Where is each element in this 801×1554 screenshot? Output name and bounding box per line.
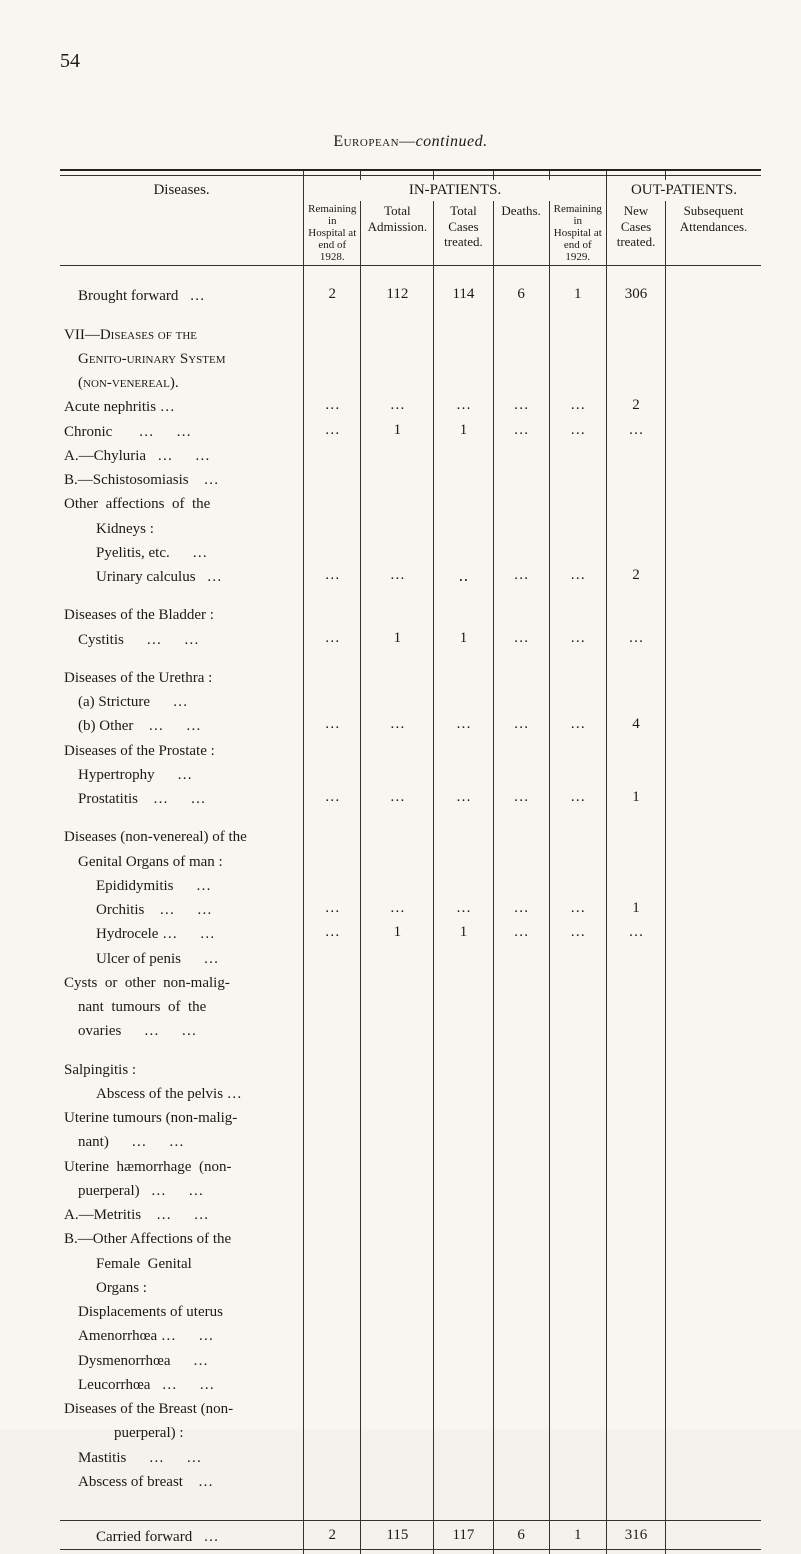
table-row: nant) … … [60,1130,761,1154]
table-row: Diseases of the Urethra : [60,666,761,690]
table-row: (a) Stricture … [60,690,761,714]
table-row: Uterine hæmorrhage (non- [60,1155,761,1179]
table-row: nant tumours of the [60,995,761,1019]
page-number: 54 [60,50,761,73]
table-row: Acute nephritis … … … … … … 2 [60,395,761,419]
table-row: Diseases (non-venereal) of the [60,825,761,849]
table-row: (b) Other … … … … … … … 4 [60,714,761,738]
table-row: ovaries … … [60,1019,761,1043]
table-row: Epididymitis … [60,874,761,898]
section-title-main: European [333,133,399,150]
table-row: puerperal) … … [60,1179,761,1203]
col-group-outpatients: OUT-PATIENTS. [606,180,761,201]
table-row: Ulcer of penis … [60,947,761,971]
section-title: European—continued. [60,133,761,151]
table-row: Diseases of the Breast (non- [60,1397,761,1421]
table-row: puerperal) : [60,1421,761,1445]
table-row: Chronic … … … 1 1 … … … [60,420,761,444]
table-row: Prostatitis … … … … … … … 1 [60,787,761,811]
table-row: Pyelitis, etc. … [60,541,761,565]
table-row: VII—Diseases of the [60,323,761,347]
table-row: A.—Metritis … … [60,1203,761,1227]
table-row: Genito-urinary System [60,347,761,371]
col-subsequent: Subsequent Attendances. [666,201,761,266]
table-row: Female Genital [60,1252,761,1276]
col-deaths: Deaths. [493,201,549,266]
col-total-admission: Total Admission. [361,201,434,266]
table-row: Cysts or other non-malig- [60,971,761,995]
col-total-cases: Total Cases treated. [434,201,493,266]
col-diseases: Diseases. [60,180,304,266]
table-row: Abscess of the pelvis … [60,1082,761,1106]
table-row: Hydrocele … … … 1 1 … … … [60,922,761,946]
table-row: B.—Other Affections of the [60,1227,761,1251]
table-row: Orchitis … … … … … … … 1 [60,898,761,922]
table-row: Kidneys : [60,517,761,541]
col-remaining-1928: Remaining in Hospital at end of 1928. [304,201,361,266]
table-row: Hypertrophy … [60,763,761,787]
table-row: (non-venereal). [60,371,761,395]
table-row: Amenorrhœa … … [60,1324,761,1348]
page: 54 European—continued. Diseases. IN-PATI… [0,0,801,1429]
table-row: A.—Chyluria … … [60,444,761,468]
table-row: Genital Organs of man : [60,850,761,874]
table-row: Uterine tumours (non-malig- [60,1106,761,1130]
col-group-inpatients: IN-PATIENTS. [304,180,607,201]
table-row: Abscess of breast … [60,1470,761,1494]
table-row: Other affections of the [60,492,761,516]
table-row: Brought forward … 2 112 114 6 1 306 [60,284,761,308]
table-row: Displacements of uterus [60,1300,761,1324]
col-remaining-1929: Remaining in Hospital at end of 1929. [549,201,606,266]
table-row: Diseases of the Bladder : [60,603,761,627]
col-new-cases: New Cases treated. [606,201,665,266]
table-row: Salpingitis : [60,1058,761,1082]
table-row: Dysmenorrhœa … [60,1349,761,1373]
table-row: Carried forward … 2 115 117 6 1 316 [60,1525,761,1550]
table-row: Urinary calculus … … … ‥ … … 2 [60,565,761,589]
table-row: Diseases of the Prostate : [60,739,761,763]
table-row: Mastitis … … [60,1446,761,1470]
table-row: Leucorrhœa … … [60,1373,761,1397]
table-row: Cystitis … … … 1 1 … … … [60,628,761,652]
section-title-cont: continued. [416,133,488,150]
table-row: B.—Schistosomiasis … [60,468,761,492]
table-row: Organs : [60,1276,761,1300]
data-table: Diseases. IN-PATIENTS. OUT-PATIENTS. Rem… [60,169,761,1554]
